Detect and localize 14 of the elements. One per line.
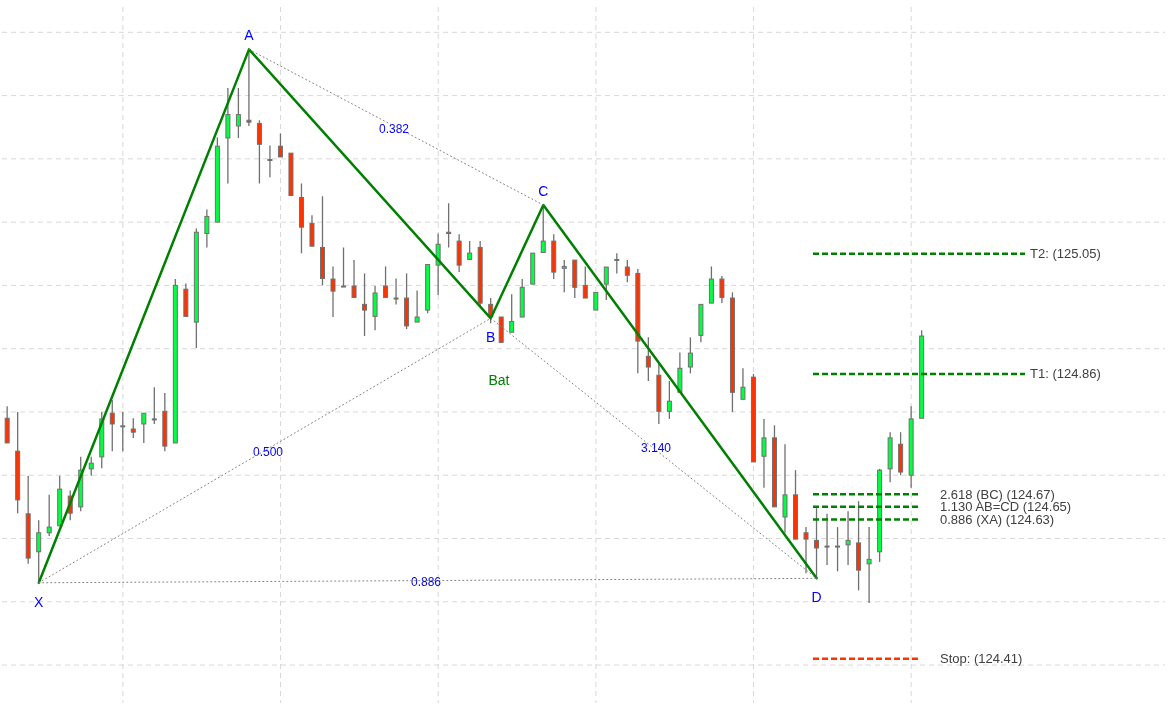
ref-line-label: T1: (124.86) <box>1030 366 1101 382</box>
data-label: B <box>486 329 496 346</box>
ref-line-label: Stop: (124.41) <box>940 651 1023 667</box>
annotation: 3.140 <box>640 441 672 455</box>
annotation: 0.500 <box>252 445 284 459</box>
data-label: D <box>811 589 822 606</box>
data-label: C <box>538 183 549 200</box>
ref-line-label: T2: (125.05) <box>1030 246 1101 262</box>
data-label: X <box>34 593 45 610</box>
ref-line-label: 2.618 (BC) (124.67) <box>940 486 1055 502</box>
annotation: 0.382 <box>378 122 410 136</box>
annotation: Bat <box>488 372 510 388</box>
data-label: A <box>244 27 255 44</box>
annotation: 0.886 <box>410 575 442 589</box>
